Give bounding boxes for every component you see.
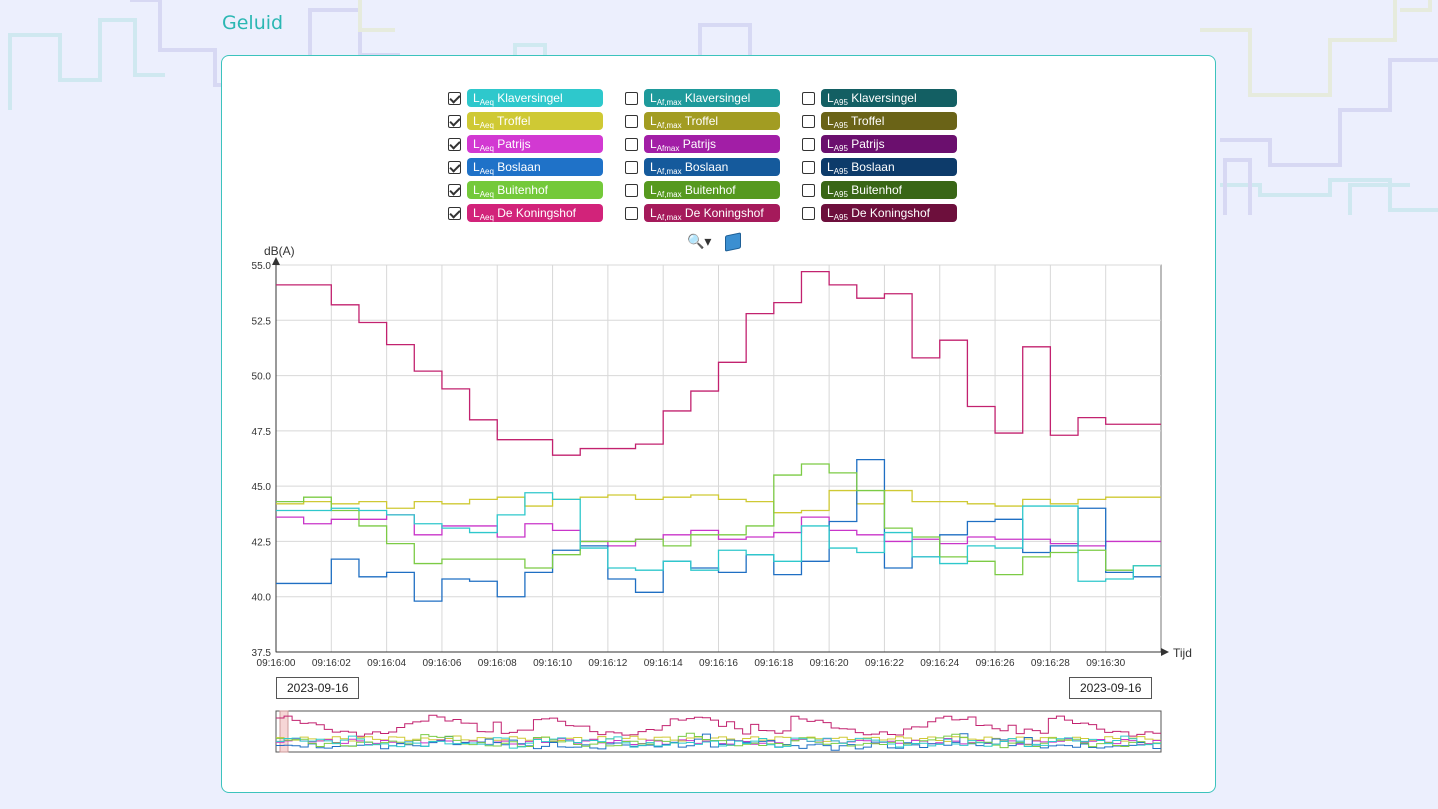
y-tick-label: 37.5 xyxy=(252,648,272,659)
series-label[interactable]: LA95 Boslaan xyxy=(821,158,957,176)
series-label[interactable]: LAf,max Troffel xyxy=(644,112,780,130)
y-tick-label: 47.5 xyxy=(252,427,272,438)
y-tick-label: 52.5 xyxy=(252,316,272,327)
legend-item[interactable]: LA95 Buitenhof xyxy=(802,181,957,199)
series-label[interactable]: LAeq Klaversingel xyxy=(467,89,603,107)
x-tick-label: 09:16:08 xyxy=(478,658,517,669)
chart-panel: LAeq Klaversingel LAeq Troffel LAeq Patrij… xyxy=(221,55,1216,793)
series-label[interactable]: LAfmax Patrijs xyxy=(644,135,780,153)
x-tick-label: 09:16:28 xyxy=(1031,658,1070,669)
series-checkbox[interactable] xyxy=(448,114,461,128)
series-checkbox[interactable] xyxy=(448,183,461,197)
series-label[interactable]: LAeq Boslaan xyxy=(467,158,603,176)
series-label[interactable]: LA95 Troffel xyxy=(821,112,957,130)
y-tick-label: 40.0 xyxy=(252,593,272,604)
legend-item[interactable]: LA95 Boslaan xyxy=(802,158,957,176)
x-tick-label: 09:16:04 xyxy=(367,658,406,669)
series-label[interactable]: LA95 Patrijs xyxy=(821,135,957,153)
series-line xyxy=(276,270,1161,456)
series-checkbox[interactable] xyxy=(448,137,461,151)
y-axis-label: dB(A) xyxy=(264,244,295,258)
page-title: Geluid xyxy=(222,12,284,34)
series-line xyxy=(276,463,1161,576)
x-tick-label: 09:16:20 xyxy=(810,658,849,669)
end-date-box[interactable]: 2023-09-16 xyxy=(1069,677,1153,699)
series-checkbox[interactable] xyxy=(625,114,638,128)
series-label[interactable]: LAeq Patrijs xyxy=(467,135,603,153)
series-checkbox[interactable] xyxy=(448,160,461,174)
legend-item[interactable]: LA95 De Koningshof xyxy=(802,204,957,222)
series-checkbox[interactable] xyxy=(625,91,638,105)
x-tick-label: 09:16:30 xyxy=(1086,658,1125,669)
x-tick-label: 09:16:22 xyxy=(865,658,904,669)
legend-item[interactable]: LAeq Klaversingel xyxy=(448,89,603,107)
series-checkbox[interactable] xyxy=(625,160,638,174)
series-checkbox[interactable] xyxy=(625,183,638,197)
series-checkbox[interactable] xyxy=(802,114,815,128)
series-label[interactable]: LAf,max Boslaan xyxy=(644,158,780,176)
x-axis-label: Tijd xyxy=(1173,646,1192,660)
series-checkbox[interactable] xyxy=(448,206,461,220)
y-tick-label: 50.0 xyxy=(252,372,272,383)
legend-item[interactable]: LAfmax Patrijs xyxy=(625,135,780,153)
legend-item[interactable]: LAeq Buitenhof xyxy=(448,181,603,199)
series-label[interactable]: LAeq Buitenhof xyxy=(467,181,603,199)
x-tick-label: 09:16:10 xyxy=(533,658,572,669)
legend-item[interactable]: LAeq Boslaan xyxy=(448,158,603,176)
line-chart: 37.5 40.0 42.5 45.0 47.5 50.0 52.5 55.0 09:16:00… xyxy=(252,244,1192,753)
legend-item[interactable]: LAeq De Koningshof xyxy=(448,204,603,222)
x-tick-label: 09:16:26 xyxy=(976,658,1015,669)
overview-series-line xyxy=(276,732,1161,749)
y-tick-label: 45.0 xyxy=(252,482,272,493)
series-checkbox[interactable] xyxy=(625,206,638,220)
x-tick-label: 09:16:24 xyxy=(920,658,959,669)
legend-item[interactable]: LAeq Troffel xyxy=(448,112,603,130)
series-checkbox[interactable] xyxy=(802,206,815,220)
series-label[interactable]: LA95 De Koningshof xyxy=(821,204,957,222)
series-checkbox[interactable] xyxy=(625,137,638,151)
series-checkbox[interactable] xyxy=(802,91,815,105)
navigator-handle xyxy=(279,710,289,753)
series-label[interactable]: LAf,max Klaversingel xyxy=(644,89,780,107)
series-label[interactable]: LAf,max Buitenhof xyxy=(644,181,780,199)
y-tick-label: 42.5 xyxy=(252,537,272,548)
series-line xyxy=(276,489,1161,514)
legend-item[interactable]: LAf,max Buitenhof xyxy=(625,181,780,199)
y-tick-label: 55.0 xyxy=(252,261,272,272)
x-tick-label: 09:16:00 xyxy=(257,658,296,669)
x-tick-label: 09:16:16 xyxy=(699,658,738,669)
legend-item[interactable]: LAf,max De Koningshof xyxy=(625,204,780,222)
series-checkbox[interactable] xyxy=(802,183,815,197)
x-tick-label: 09:16:06 xyxy=(422,658,461,669)
x-tick-label: 09:16:12 xyxy=(588,658,627,669)
series-label[interactable]: LA95 Buitenhof xyxy=(821,181,957,199)
legend-item[interactable]: LA95 Klaversingel xyxy=(802,89,957,107)
series-line xyxy=(276,492,1161,582)
series-label[interactable]: LAf,max De Koningshof xyxy=(644,204,780,222)
series-checkbox[interactable] xyxy=(448,91,461,105)
series-checkbox[interactable] xyxy=(802,137,815,151)
series-checkbox[interactable] xyxy=(802,160,815,174)
x-axis-arrow xyxy=(1161,648,1169,656)
start-date-box[interactable]: 2023-09-16 xyxy=(276,677,360,699)
series-label[interactable]: LA95 Klaversingel xyxy=(821,89,957,107)
overview-series-line xyxy=(276,735,1161,749)
chart-toolbar: 🔍▾ xyxy=(687,231,742,252)
legend-item[interactable]: LAf,max Klaversingel xyxy=(625,89,780,107)
legend-item[interactable]: LA95 Patrijs xyxy=(802,135,957,153)
overview-series-line xyxy=(276,714,1161,737)
y-axis-arrow xyxy=(272,257,280,265)
legend-item[interactable]: LA95 Troffel xyxy=(802,112,957,130)
magnifier-dropdown-icon[interactable]: 🔍▾ xyxy=(687,233,712,249)
series-line xyxy=(276,458,1161,602)
legend-item[interactable]: LAeq Patrijs xyxy=(448,135,603,153)
x-tick-label: 09:16:02 xyxy=(312,658,351,669)
legend-item[interactable]: LAf,max Troffel xyxy=(625,112,780,130)
legend-item[interactable]: LAf,max Boslaan xyxy=(625,158,780,176)
series-label[interactable]: LAeq De Koningshof xyxy=(467,204,603,222)
x-tick-label: 09:16:14 xyxy=(644,658,683,669)
series-label[interactable]: LAeq Troffel xyxy=(467,112,603,130)
x-tick-label: 09:16:18 xyxy=(754,658,793,669)
